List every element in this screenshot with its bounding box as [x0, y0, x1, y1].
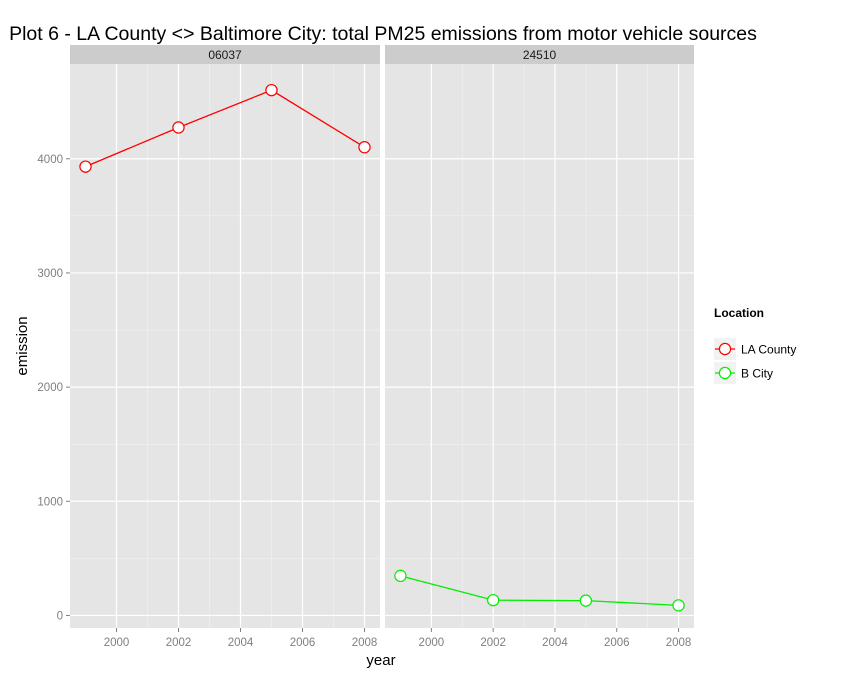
chart-title: Plot 6 - LA County <> Baltimore City: to…	[9, 23, 757, 45]
y-axis-title: emission	[14, 316, 31, 375]
facet-panel-06037: 06037 2000 2002 2004 2006 2008 0 1000 2000 3000 40…	[37, 45, 380, 649]
x-tick-label: 2008	[352, 637, 378, 649]
legend-item-label: LA County	[741, 343, 796, 357]
y-tick-label: 1000	[37, 496, 63, 508]
x-tick-label: 2006	[604, 637, 630, 649]
y-tick-label: 4000	[37, 154, 63, 166]
facet-strip	[385, 45, 694, 64]
x-tick-label: 2000	[104, 637, 130, 649]
series-line	[85, 89, 365, 168]
data-point	[394, 569, 407, 583]
legend-key-point	[718, 342, 732, 356]
x-tick-label: 2000	[419, 637, 445, 649]
facet-panels: 06037 2000 2002 2004 2006 2008 0 1000 2000 3000 40…	[37, 45, 694, 649]
data-point	[79, 160, 92, 173]
y-tick-label: 2000	[37, 382, 63, 394]
data-point	[579, 594, 593, 607]
legend-key-point	[718, 366, 732, 380]
x-tick-label: 2004	[228, 637, 254, 649]
legend-title: Location	[714, 306, 764, 320]
facet-strip-label: 06037	[208, 48, 242, 62]
x-tick-label: 2002	[166, 637, 192, 649]
data-point	[172, 121, 185, 134]
x-tick-label: 2008	[666, 637, 692, 649]
facet-strip-label: 24510	[523, 48, 557, 62]
data-point	[486, 593, 500, 607]
facet-panel-24510: 24510 2000 2002 2004 2006 2008	[385, 45, 694, 649]
x-axis-title: year	[366, 652, 395, 669]
y-tick-label: 0	[57, 610, 63, 622]
y-tick-label: 3000	[37, 268, 63, 280]
legend: Location LA County B City	[714, 306, 796, 384]
legend-item-label: B City	[741, 367, 773, 381]
facet-strip	[70, 45, 380, 64]
data-point	[358, 141, 371, 154]
panel-background	[70, 64, 380, 628]
x-tick-label: 2004	[542, 637, 568, 649]
data-point	[672, 599, 685, 612]
x-tick-label: 2006	[290, 637, 316, 649]
series-line	[400, 575, 679, 607]
data-point	[265, 83, 278, 97]
panel-background	[385, 64, 694, 628]
x-tick-label: 2002	[480, 637, 506, 649]
